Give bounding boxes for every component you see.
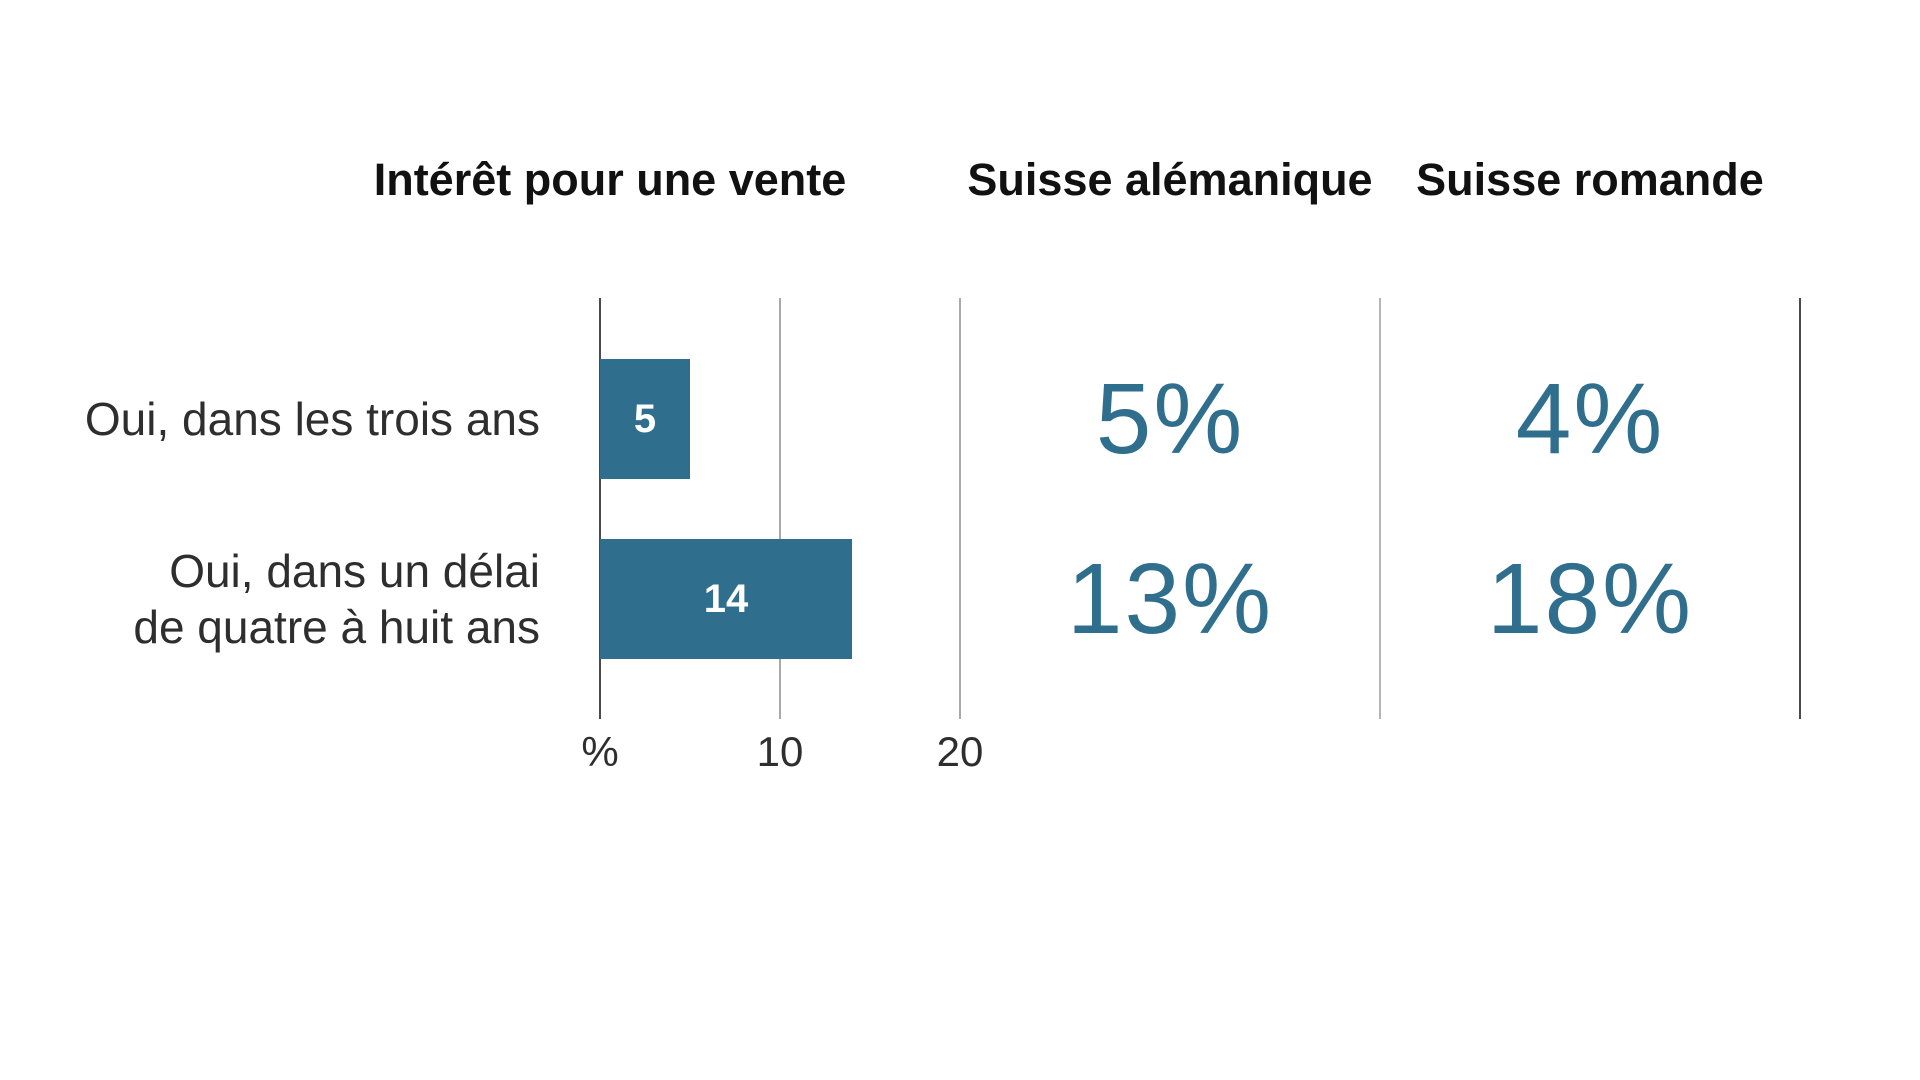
value-romande-trois-ans: 4% xyxy=(1515,362,1665,475)
row-label-trois-ans: Oui, dans les trois ans xyxy=(20,359,540,479)
bar-trois-ans: 5 xyxy=(600,359,690,479)
row-label-line: Oui, dans un délai xyxy=(169,545,540,597)
axis-baseline xyxy=(599,298,601,719)
bar-quatre-a-huit-ans: 14 xyxy=(600,539,852,659)
row-label-line: de quatre à huit ans xyxy=(133,601,540,653)
value-romande-quatre-a-huit-ans: 18% xyxy=(1486,542,1694,655)
right-edge-line xyxy=(1799,298,1801,719)
value-alemanique-quatre-a-huit-ans: 13% xyxy=(1066,542,1274,655)
row-label-quatre-a-huit-ans: Oui, dans un délai de quatre à huit ans xyxy=(20,539,540,659)
axis-tick-10: 10 xyxy=(756,728,804,775)
axis-tick-20: 20 xyxy=(936,728,984,775)
bar-value-label: 14 xyxy=(703,576,749,621)
bar-value-label: 5 xyxy=(633,396,657,441)
row-label-line: Oui, dans les trois ans xyxy=(84,393,540,445)
axis-tick-percent: % xyxy=(581,728,619,775)
column-header-suisse-alemanique: Suisse alémanique xyxy=(967,154,1373,205)
column-header-suisse-romande: Suisse romande xyxy=(1416,154,1764,205)
gridline-20 xyxy=(959,298,961,719)
column-separator-line xyxy=(1379,298,1381,719)
chart-title: Intérêt pour une vente xyxy=(373,154,847,205)
value-alemanique-trois-ans: 5% xyxy=(1095,362,1245,475)
gridline-10 xyxy=(779,298,781,719)
